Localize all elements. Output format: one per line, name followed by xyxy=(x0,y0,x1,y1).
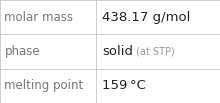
Text: 159 °C: 159 °C xyxy=(102,79,146,92)
Text: molar mass: molar mass xyxy=(4,11,73,24)
Text: melting point: melting point xyxy=(4,79,84,92)
Text: 438.17 g/mol: 438.17 g/mol xyxy=(102,11,191,24)
Text: (at STP): (at STP) xyxy=(133,46,175,57)
Text: phase: phase xyxy=(4,45,40,58)
Text: solid: solid xyxy=(102,45,133,58)
